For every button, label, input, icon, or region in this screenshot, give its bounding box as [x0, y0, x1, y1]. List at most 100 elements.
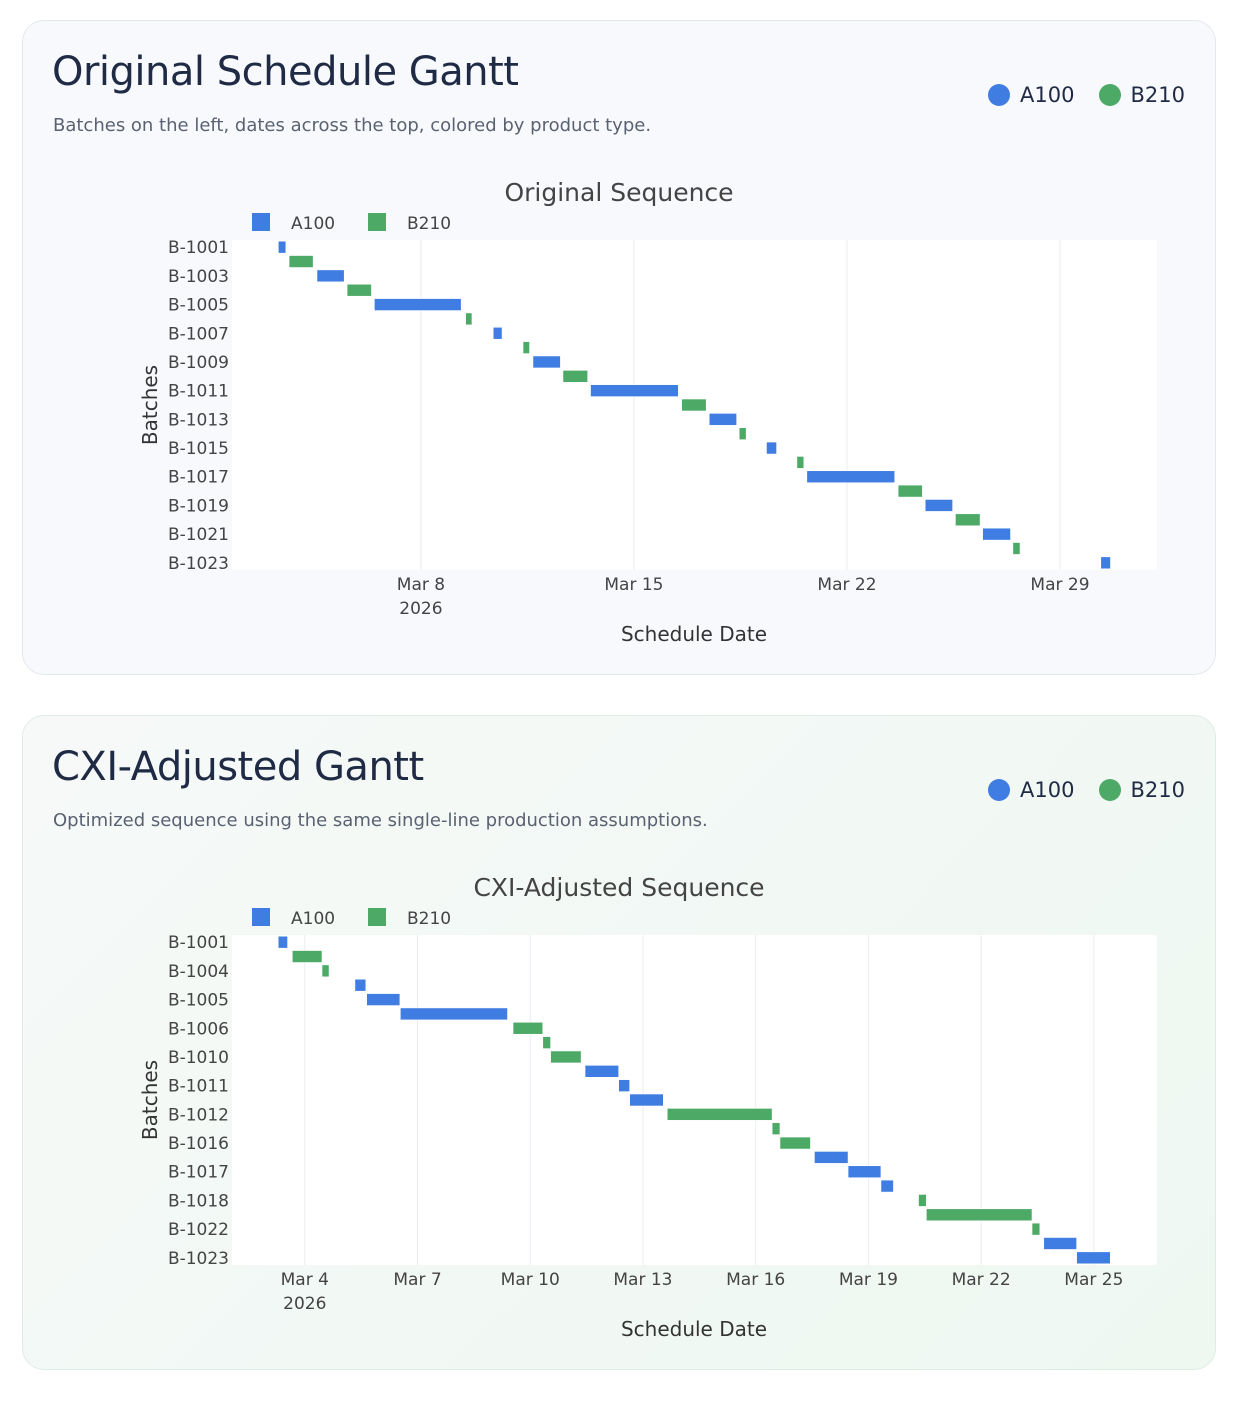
- y-tick-label: B-1013: [168, 410, 229, 430]
- gantt-bar-b210: [796, 456, 805, 469]
- x-tick-label: Mar 19: [839, 1270, 898, 1290]
- legend-label: A100: [1020, 83, 1075, 107]
- y-tick-label: B-1011: [168, 1077, 229, 1097]
- gantt-bar-b210: [542, 1036, 551, 1049]
- y-tick-label: B-1001: [168, 238, 229, 258]
- y-axis-title: Batches: [138, 1060, 162, 1140]
- y-tick-label: B-1001: [168, 933, 229, 953]
- circle-icon: [1098, 84, 1121, 106]
- gantt-bar-a100: [400, 1007, 508, 1021]
- gantt-bar-b210: [666, 1108, 773, 1121]
- gantt-bar-a100: [584, 1065, 619, 1078]
- circle-icon: [1098, 779, 1121, 801]
- y-tick-label: B-1017: [168, 1163, 229, 1183]
- legend-label: B210: [1130, 83, 1186, 107]
- gantt-bar-a100: [492, 326, 503, 340]
- card-title: Original Schedule Gantt: [52, 49, 519, 95]
- y-tick-label: B-1003: [168, 267, 229, 287]
- legend-label: A100: [291, 909, 335, 929]
- gantt-bar-a100: [1100, 556, 1111, 570]
- gantt-bar-b210: [346, 283, 372, 297]
- legend-item-b210: B210: [1098, 83, 1186, 107]
- legend-swatch-b210: [368, 908, 386, 926]
- circle-icon: [988, 779, 1011, 801]
- x-tick-label: Mar 16: [726, 1270, 785, 1290]
- gantt-bar-b210: [681, 398, 707, 412]
- gantt-bar-b210: [465, 312, 473, 326]
- gantt-bar-b210: [291, 950, 323, 963]
- y-tick-label: B-1019: [168, 496, 229, 516]
- gantt-bar-b210: [955, 513, 981, 527]
- x-axis-title: Schedule Date: [621, 622, 767, 646]
- gantt-bar-b210: [562, 370, 588, 383]
- gantt-bar-a100: [277, 240, 287, 254]
- gantt-bar-a100: [982, 527, 1011, 541]
- y-tick-label: B-1007: [168, 324, 229, 344]
- x-axis-title: Schedule Date: [621, 1317, 767, 1341]
- gantt-bar-a100: [629, 1093, 664, 1107]
- x-tick-label: Mar 10: [501, 1270, 560, 1290]
- gantt-bar-b210: [918, 1194, 927, 1207]
- gantt-bar-b210: [321, 964, 330, 978]
- gantt-bar-a100: [532, 355, 561, 369]
- x-tick-label: Mar 15: [604, 575, 663, 595]
- gantt-bar-a100: [708, 413, 737, 426]
- gantt-bar-b210: [288, 255, 314, 268]
- gantt-bar-b210: [779, 1136, 811, 1150]
- y-tick-label: B-1010: [168, 1048, 229, 1068]
- legend-label: A100: [1020, 778, 1075, 802]
- gantt-bar-b210: [738, 427, 747, 440]
- gantt-bar-a100: [1043, 1237, 1077, 1250]
- gantt-bar-b210: [897, 484, 923, 498]
- y-tick-label: B-1021: [168, 525, 229, 545]
- y-tick-label: B-1005: [168, 296, 229, 316]
- y-tick-label: B-1015: [168, 439, 229, 459]
- card-legend: A100 B210: [988, 778, 1185, 802]
- x-tick-label: Mar 7: [393, 1270, 441, 1290]
- y-tick-label: B-1017: [168, 468, 229, 488]
- legend-swatch-a100: [252, 908, 270, 926]
- y-tick-label: B-1012: [168, 1105, 229, 1125]
- gantt-bar-a100: [590, 384, 679, 397]
- gantt-bar-a100: [316, 269, 345, 283]
- x-tick-label: Mar 22: [817, 575, 876, 595]
- legend-item-b210: B210: [1098, 778, 1186, 802]
- gantt-bar-a100: [374, 298, 462, 311]
- gantt-bar-b210: [1031, 1222, 1041, 1236]
- gantt-bar-b210: [926, 1208, 1033, 1222]
- gantt-bar-b210: [1012, 542, 1021, 555]
- y-tick-label: B-1006: [168, 1019, 229, 1039]
- gantt-bar-a100: [924, 499, 953, 512]
- y-tick-label: B-1022: [168, 1220, 229, 1240]
- circle-icon: [988, 84, 1011, 106]
- chart-title: Original Sequence: [504, 178, 733, 207]
- legend-item-a100: A100: [988, 778, 1075, 802]
- gantt-bar-a100: [806, 470, 896, 484]
- legend-item-a100: A100: [988, 83, 1075, 107]
- gantt-bar-a100: [354, 978, 367, 992]
- gantt-bar-a100: [366, 993, 401, 1006]
- x-tick-label: Mar 22: [952, 1270, 1011, 1290]
- x-tick-label: Mar 4: [281, 1270, 329, 1290]
- gantt-bar-b210: [512, 1021, 544, 1035]
- card-subtitle: Batches on the left, dates across the to…: [53, 115, 652, 136]
- gantt-bar-a100: [880, 1179, 894, 1193]
- gantt-bar-a100: [847, 1165, 882, 1179]
- legend-label: B210: [1130, 778, 1186, 802]
- original-sequence-gantt-chart: Mar 8 2026 Mar 15 Mar 22 Mar 29 B-1001 B-1003 B…: [138, 178, 1157, 646]
- y-tick-label: B-1016: [168, 1134, 229, 1154]
- legend-swatch-b210: [368, 213, 386, 231]
- y-tick-label: B-1023: [168, 554, 229, 574]
- y-tick-label: B-1018: [168, 1191, 229, 1211]
- y-axis-title: Batches: [138, 365, 162, 445]
- x-tick-label: Mar 25: [1064, 1270, 1123, 1290]
- gantt-bar-b210: [771, 1122, 781, 1135]
- gantt-bar-b210: [550, 1050, 582, 1064]
- gantt-bar-a100: [277, 935, 288, 949]
- gantt-bar-a100: [618, 1079, 630, 1092]
- x-tick-year: 2026: [399, 599, 442, 619]
- x-tick-label: Mar 8: [397, 575, 445, 595]
- chart-title: CXI-Adjusted Sequence: [473, 873, 764, 902]
- y-tick-label: B-1005: [168, 991, 229, 1011]
- legend-swatch-a100: [252, 213, 270, 231]
